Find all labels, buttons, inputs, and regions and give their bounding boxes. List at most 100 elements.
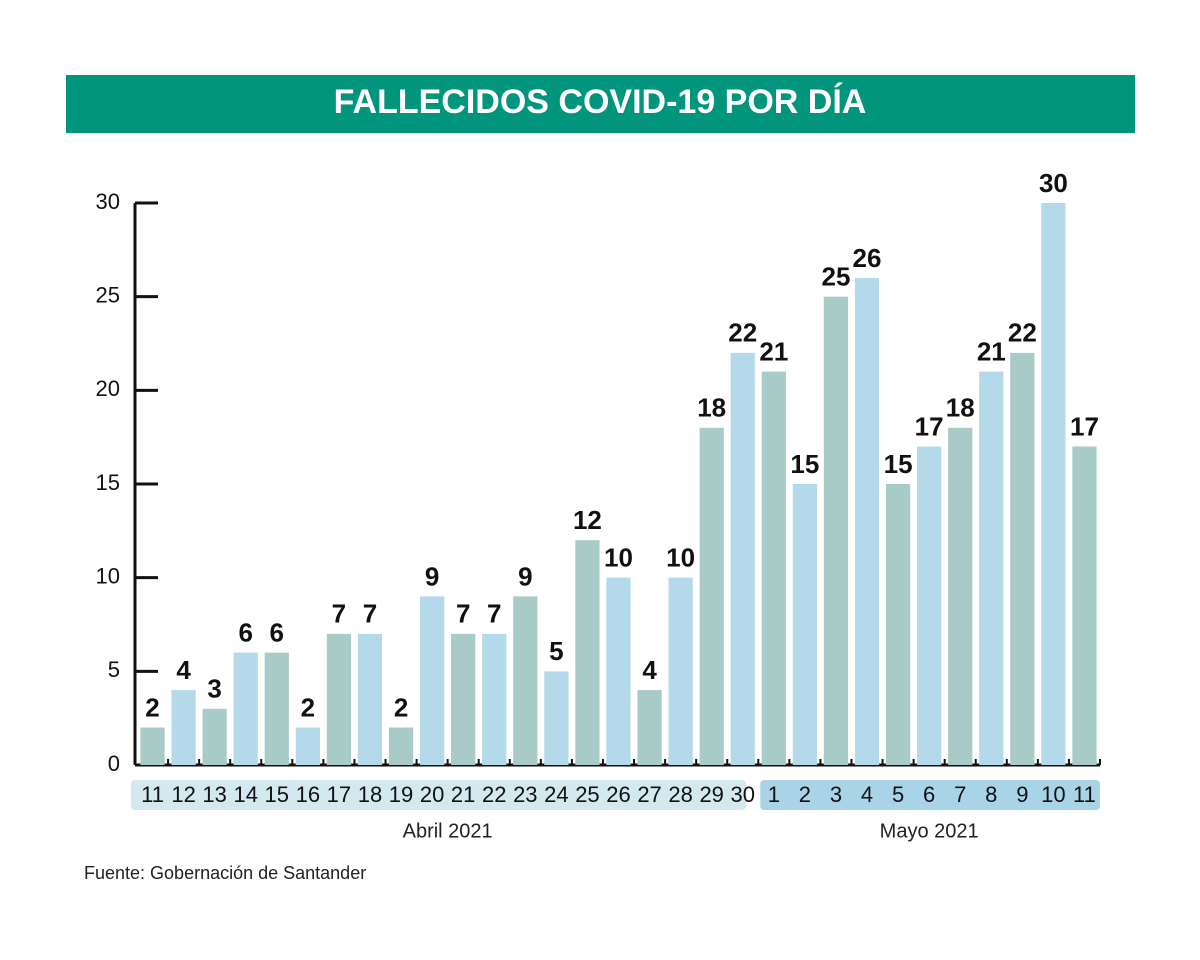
bar xyxy=(264,652,289,765)
x-tick-label: 12 xyxy=(171,782,195,807)
x-tick-label: 1 xyxy=(768,782,780,807)
bar xyxy=(544,671,569,765)
x-tick-label: 28 xyxy=(668,782,692,807)
group-label: Mayo 2021 xyxy=(880,820,979,842)
value-label: 6 xyxy=(238,617,252,647)
bar xyxy=(668,577,693,765)
value-label: 18 xyxy=(946,393,975,423)
x-tick-label: 11 xyxy=(141,782,164,807)
bar xyxy=(202,708,227,765)
bar xyxy=(140,727,165,765)
bar xyxy=(637,690,662,765)
bar xyxy=(979,371,1004,765)
x-tick-label: 6 xyxy=(923,782,935,807)
bar xyxy=(1010,352,1035,765)
bar xyxy=(1041,203,1066,765)
bar xyxy=(917,446,942,765)
x-tick-label: 2 xyxy=(799,782,811,807)
chart-title: FALLECIDOS COVID-19 POR DÍA xyxy=(334,83,867,121)
y-tick-label: 5 xyxy=(108,657,120,682)
x-tick-label: 11 xyxy=(1073,782,1096,807)
bar xyxy=(451,633,476,765)
value-label: 10 xyxy=(666,543,695,573)
bar xyxy=(295,727,320,765)
y-tick-label: 30 xyxy=(96,189,120,214)
x-tick-label: 5 xyxy=(892,782,904,807)
x-tick-label: 16 xyxy=(296,782,320,807)
x-tick-label: 13 xyxy=(202,782,226,807)
value-label: 17 xyxy=(915,411,944,441)
x-tick-label: 27 xyxy=(637,782,661,807)
value-label: 21 xyxy=(977,336,1006,366)
value-label: 22 xyxy=(728,318,757,348)
x-tick-label: 29 xyxy=(699,782,723,807)
x-tick-label: 25 xyxy=(575,782,599,807)
bar xyxy=(761,371,786,765)
value-label: 9 xyxy=(518,561,532,591)
bar xyxy=(513,596,538,765)
x-tick-label: 24 xyxy=(544,782,568,807)
bar xyxy=(388,727,414,765)
value-label: 2 xyxy=(145,692,159,722)
x-tick-label: 26 xyxy=(606,782,630,807)
x-tick-label: 7 xyxy=(954,782,966,807)
y-tick-label: 15 xyxy=(96,470,120,495)
x-tick-label: 22 xyxy=(482,782,506,807)
value-label: 30 xyxy=(1039,168,1068,198)
x-tick-label: 21 xyxy=(451,782,475,807)
value-label: 2 xyxy=(301,692,315,722)
value-label: 7 xyxy=(332,599,346,629)
value-label: 3 xyxy=(207,674,221,704)
bar xyxy=(606,577,631,765)
value-label: 4 xyxy=(176,655,191,685)
value-label: 9 xyxy=(425,561,439,591)
x-tick-label: 4 xyxy=(861,782,873,807)
value-label: 7 xyxy=(363,599,377,629)
bar xyxy=(792,484,818,765)
group-label: Abril 2021 xyxy=(403,820,493,842)
value-label: 10 xyxy=(604,543,633,573)
value-label: 17 xyxy=(1070,411,1099,441)
bar xyxy=(730,352,755,765)
value-label: 2 xyxy=(394,692,408,722)
source-note: Fuente: Gobernación de Santander xyxy=(84,863,366,883)
y-tick-label: 0 xyxy=(108,751,120,776)
bar xyxy=(699,427,724,765)
value-label: 15 xyxy=(790,449,819,479)
value-label: 26 xyxy=(853,243,882,273)
bar xyxy=(854,277,880,765)
x-tick-label: 20 xyxy=(420,782,444,807)
bar xyxy=(1072,446,1097,765)
value-label: 6 xyxy=(270,617,284,647)
bar xyxy=(948,427,973,765)
value-label: 21 xyxy=(759,336,788,366)
x-tick-label: 10 xyxy=(1041,782,1065,807)
bar xyxy=(233,652,258,765)
y-tick-label: 20 xyxy=(96,376,120,401)
bar xyxy=(885,484,911,765)
value-label: 5 xyxy=(549,636,563,666)
x-tick-label: 9 xyxy=(1016,782,1028,807)
x-tick-label: 23 xyxy=(513,782,537,807)
value-label: 18 xyxy=(697,393,726,423)
x-tick-label: 15 xyxy=(265,782,289,807)
y-tick-label: 10 xyxy=(96,563,120,588)
bar xyxy=(823,296,849,765)
value-label: 4 xyxy=(642,655,657,685)
x-tick-label: 30 xyxy=(731,782,755,807)
value-label: 15 xyxy=(884,449,913,479)
value-label: 25 xyxy=(821,262,850,292)
x-tick-label: 18 xyxy=(358,782,382,807)
value-label: 7 xyxy=(487,599,501,629)
x-tick-label: 14 xyxy=(233,782,257,807)
bar xyxy=(171,690,196,765)
bar xyxy=(482,633,507,765)
value-label: 12 xyxy=(573,505,602,535)
bar xyxy=(357,633,383,765)
x-tick-label: 17 xyxy=(327,782,351,807)
bar xyxy=(575,540,600,765)
x-tick-label: 19 xyxy=(389,782,413,807)
bar xyxy=(419,596,445,765)
title-banner xyxy=(66,75,1135,133)
